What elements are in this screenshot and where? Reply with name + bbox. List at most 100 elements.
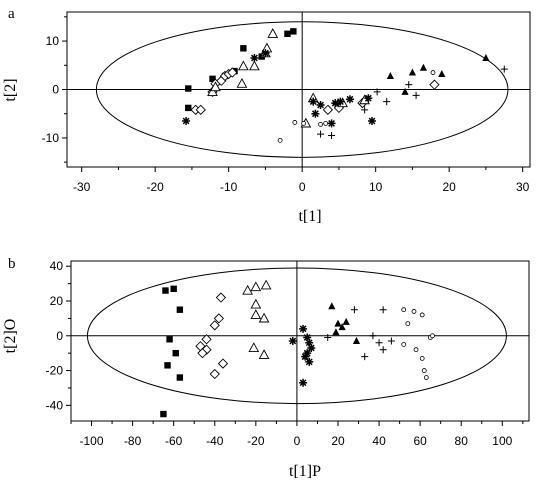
x-axis-title: t[1]P <box>289 463 321 480</box>
data-point-small-circle <box>430 333 435 339</box>
data-point-filled-square <box>164 362 171 369</box>
data-point-filled-square <box>170 285 177 293</box>
data-point-open-triangle <box>242 284 253 295</box>
data-point-asterisk <box>288 337 297 345</box>
y-tick-label: -10 <box>42 131 60 145</box>
x-tick-label: 10 <box>369 180 383 194</box>
data-point-open-diamond <box>209 320 220 331</box>
x-tick-label: 100 <box>492 434 512 448</box>
data-point-filled-triangle <box>419 63 428 71</box>
data-point-filled-square <box>185 104 192 112</box>
data-point-filled-triangle <box>328 302 336 310</box>
data-point-small-circle <box>405 321 411 327</box>
y-tick-label: 0 <box>52 83 59 97</box>
data-point-small-circle <box>430 70 436 75</box>
x-tick-label: 80 <box>455 434 469 448</box>
data-point-small-circle <box>413 347 419 353</box>
data-point-asterisk <box>303 333 312 342</box>
data-point-plus <box>500 65 508 73</box>
data-point-small-circle <box>423 375 429 380</box>
x-tick-label: -100 <box>80 434 104 448</box>
data-point-open-triangle <box>207 86 218 96</box>
y-tick-label: 10 <box>46 34 60 48</box>
data-point-open-triangle <box>258 349 270 359</box>
data-point-open-triangle <box>210 81 221 92</box>
data-point-asterisk <box>299 378 308 387</box>
y-axis-title: t[2]O <box>2 319 19 354</box>
data-point-asterisk <box>305 357 314 366</box>
x-tick-label: 20 <box>442 180 456 194</box>
data-point-plus <box>361 106 369 114</box>
x-tick-label: -10 <box>220 180 238 194</box>
plot-frame <box>70 260 530 422</box>
data-point-open-triangle <box>238 60 249 71</box>
x-tick-label: 0 <box>294 434 301 448</box>
data-point-plus <box>328 132 336 140</box>
data-point-filled-triangle <box>386 71 394 79</box>
data-point-open-triangle <box>258 312 270 323</box>
data-point-small-circle <box>277 137 283 143</box>
data-point-open-triangle <box>267 28 279 38</box>
data-point-filled-square <box>209 75 216 83</box>
data-point-plus <box>379 346 387 354</box>
panel-label: b <box>8 256 16 272</box>
y-axis-title: t[2] <box>2 78 19 101</box>
data-point-plus <box>317 130 325 138</box>
data-point-asterisk <box>307 343 316 352</box>
data-point-open-triangle <box>250 281 262 292</box>
data-point-filled-square <box>166 336 173 343</box>
data-point-small-circle <box>401 342 407 347</box>
y-tick-label: 20 <box>50 294 64 308</box>
data-point-asterisk <box>303 349 312 358</box>
data-point-open-diamond <box>429 79 440 90</box>
data-point-filled-triangle <box>401 87 409 95</box>
data-point-filled-square <box>185 85 192 92</box>
data-point-small-circle <box>411 309 417 314</box>
data-point-open-triangle <box>248 342 260 353</box>
y-tick-label: -40 <box>46 398 64 412</box>
x-tick-label: 30 <box>516 180 530 194</box>
x-tick-label: -20 <box>147 180 165 194</box>
x-tick-label: -80 <box>124 434 142 448</box>
data-point-open-diamond <box>227 67 238 78</box>
data-point-small-circle <box>323 121 329 126</box>
data-point-filled-triangle <box>342 317 350 325</box>
data-point-plus <box>383 98 391 106</box>
data-point-plus <box>387 337 395 345</box>
data-point-open-diamond <box>215 292 227 303</box>
x-tick-label: 60 <box>413 434 427 448</box>
data-point-open-triangle <box>249 60 260 71</box>
data-point-asterisk <box>250 54 259 63</box>
data-point-plus <box>375 339 383 347</box>
data-point-asterisk <box>316 101 325 109</box>
data-point-plus <box>324 334 332 342</box>
data-point-asterisk <box>305 338 314 347</box>
data-point-small-circle <box>318 121 323 127</box>
x-tick-label: 0 <box>299 180 306 194</box>
data-point-filled-square <box>176 374 184 381</box>
data-point-filled-triangle <box>332 328 340 336</box>
data-point-open-diamond <box>213 313 225 324</box>
data-point-plus <box>405 81 413 89</box>
confidence-ellipse <box>95 21 509 158</box>
data-point-asterisk <box>311 109 320 118</box>
data-point-filled-square <box>176 306 184 313</box>
data-point-small-circle <box>292 120 298 125</box>
data-point-plus <box>361 353 369 361</box>
data-point-asterisk <box>336 97 345 106</box>
data-point-plus <box>412 91 420 99</box>
data-point-filled-triangle <box>334 319 342 327</box>
data-point-filled-square <box>162 287 169 294</box>
data-point-open-diamond <box>201 334 212 345</box>
data-point-filled-triangle <box>482 54 490 62</box>
data-point-open-triangle <box>250 309 262 319</box>
data-point-open-triangle <box>260 279 272 290</box>
data-point-plus <box>369 332 377 340</box>
y-tick-label: 0 <box>56 329 63 343</box>
data-point-open-triangle <box>236 77 248 88</box>
data-point-small-circle <box>301 121 307 126</box>
data-point-small-circle <box>419 312 425 318</box>
data-point-filled-square <box>172 349 179 357</box>
data-point-asterisk <box>345 95 354 104</box>
